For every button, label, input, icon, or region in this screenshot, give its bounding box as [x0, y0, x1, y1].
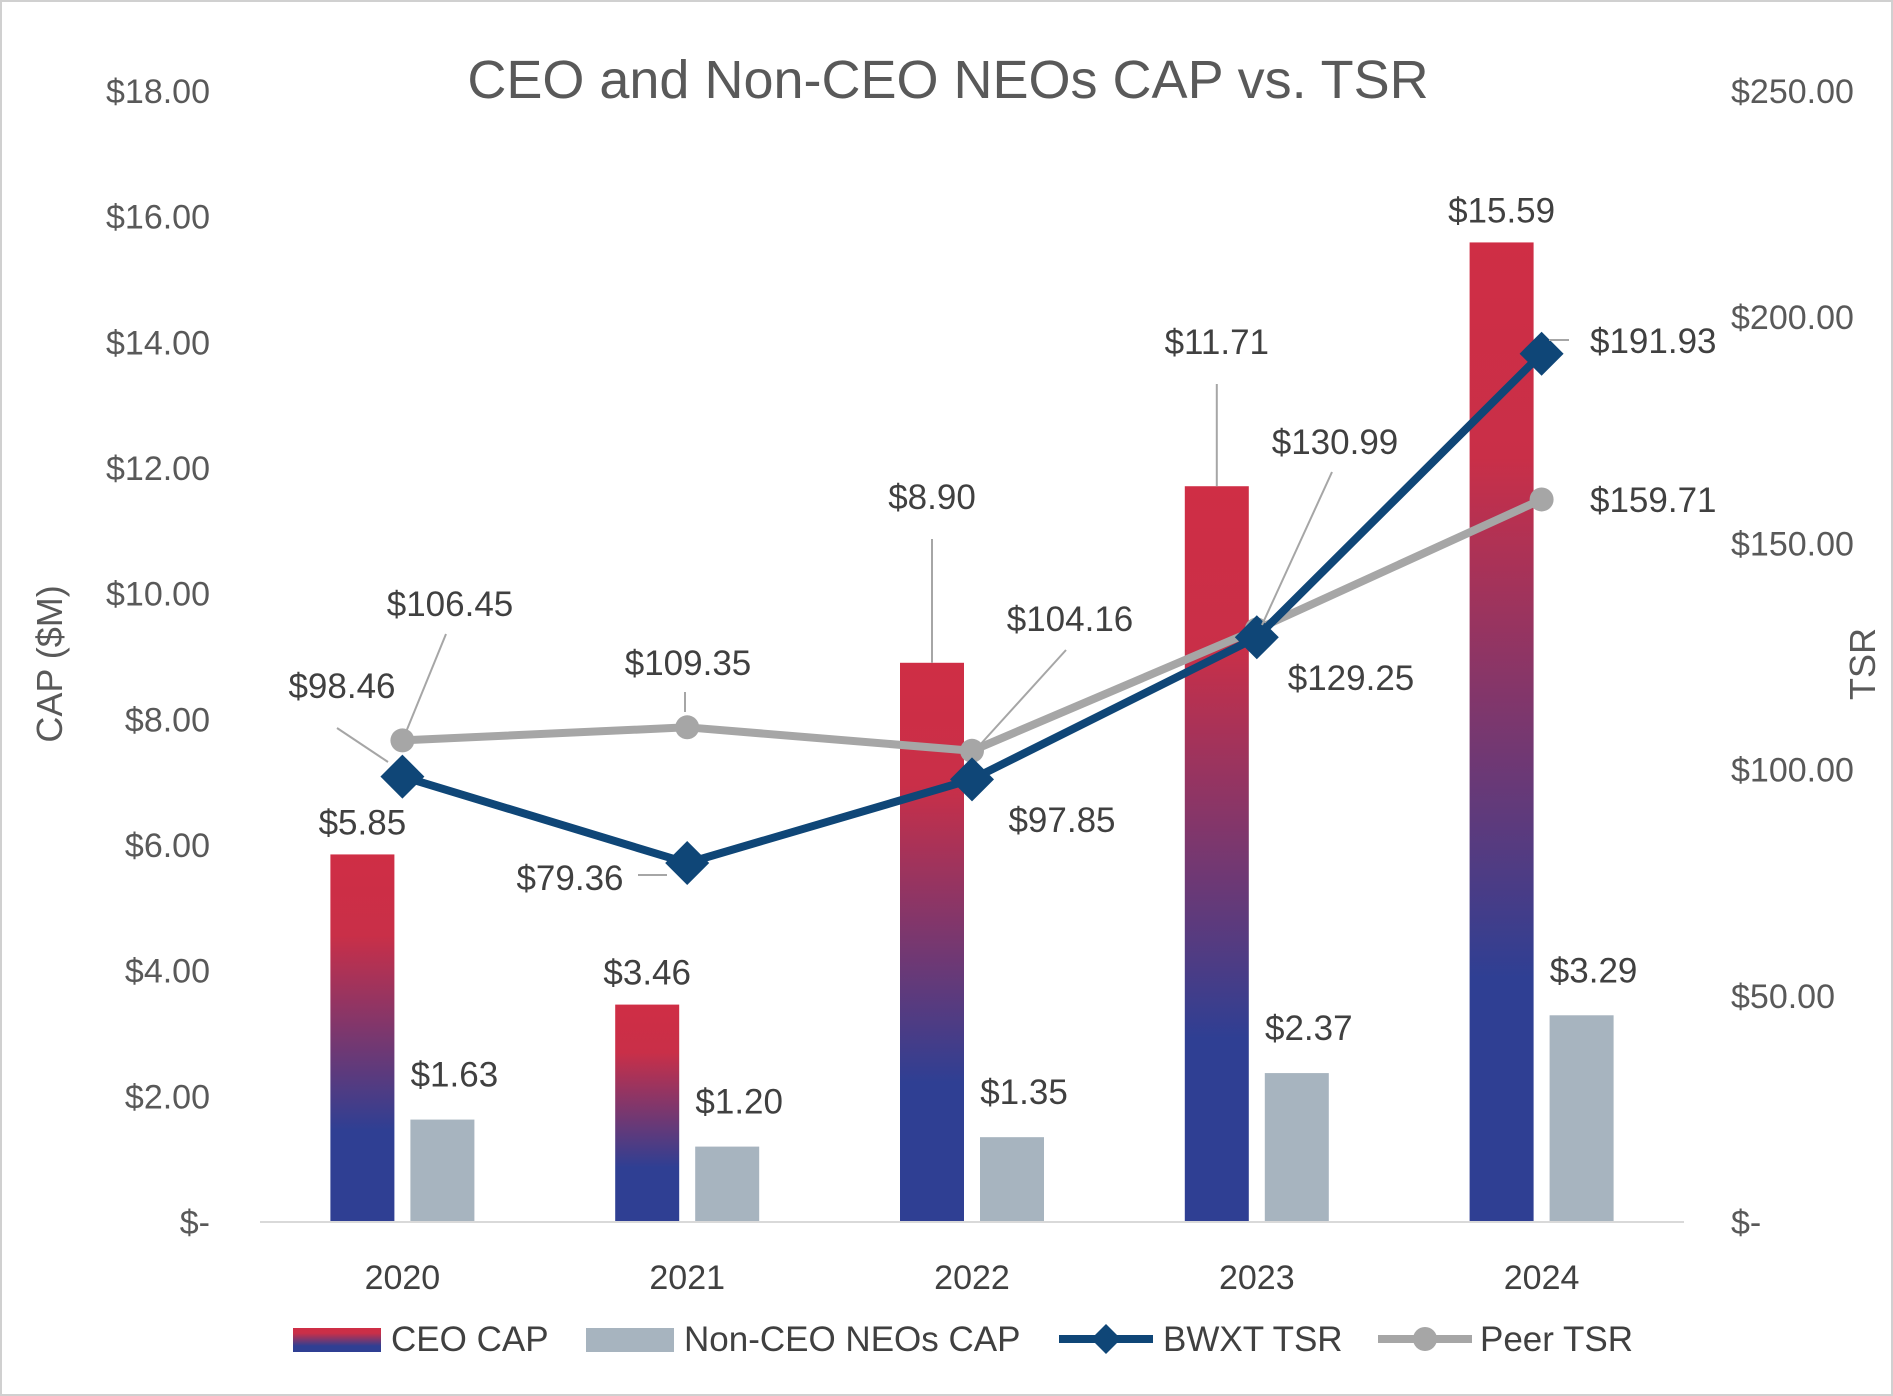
- peer-tsr-label: $130.99: [1272, 423, 1399, 462]
- y-tick-label: $10.00: [106, 576, 210, 614]
- peer-tsr-label: $109.35: [625, 644, 752, 683]
- y-tick-label: $14.00: [106, 324, 210, 362]
- y-axis-title: CAP ($M): [29, 585, 70, 742]
- legend-swatch-non-ceo-cap: [586, 1328, 674, 1352]
- ceo-cap-bar: [615, 1004, 680, 1222]
- y2-tick-label: $250.00: [1731, 73, 1854, 111]
- peer-tsr-point: [390, 728, 415, 753]
- peer-tsr-point: [1529, 487, 1554, 512]
- y-tick-label: $16.00: [106, 199, 210, 237]
- legend-label-ceo-cap: CEO CAP: [391, 1320, 549, 1359]
- y-tick-label: $2.00: [125, 1078, 210, 1116]
- peer-tsr-point: [675, 715, 700, 740]
- non-ceo-cap-label: $3.29: [1550, 951, 1638, 990]
- x-tick-label: 2022: [934, 1259, 1010, 1297]
- peer-tsr-line: [402, 495, 1544, 755]
- x-tick-label: 2024: [1504, 1259, 1580, 1297]
- legend-label-peer-tsr: Peer TSR: [1480, 1320, 1633, 1359]
- ceo-cap-bar: [330, 854, 395, 1222]
- ceo-cap-bar: [900, 662, 964, 1222]
- x-tick-label: 2021: [649, 1259, 725, 1297]
- y-tick-label: $18.00: [106, 73, 210, 111]
- bwxt-tsr-label: $129.25: [1288, 659, 1415, 698]
- y-tick-label: $8.00: [125, 701, 210, 739]
- legend-label-bwxt-tsr: BWXT TSR: [1163, 1320, 1343, 1359]
- bwxt-tsr-point: [950, 757, 994, 802]
- y2-tick-label: $150.00: [1731, 525, 1854, 563]
- bwxt-tsr-leader: [336, 727, 389, 763]
- y-tick-label: $-: [180, 1204, 210, 1242]
- non-ceo-cap-bar: [1264, 1073, 1329, 1222]
- ceo-cap-label: $3.46: [603, 954, 691, 993]
- bwxt-tsr-point: [380, 754, 425, 799]
- legend-swatch-ceo-cap: [293, 1328, 381, 1352]
- y2-tick-label: $200.00: [1731, 299, 1854, 337]
- bwxt-tsr-point: [665, 840, 710, 885]
- peer-tsr-point: [960, 738, 984, 763]
- x-tick-label: 2020: [365, 1259, 441, 1297]
- bwxt-tsr-point: [1519, 331, 1564, 376]
- ceo-cap-bar: [1184, 486, 1249, 1222]
- ceo-cap-label: $8.90: [888, 478, 976, 517]
- ceo-cap-label: $5.85: [319, 803, 407, 842]
- y-tick-label: $6.00: [125, 827, 210, 865]
- peer-tsr-label: $159.71: [1590, 481, 1717, 520]
- non-ceo-cap-label: $1.20: [695, 1083, 783, 1122]
- non-ceo-cap-label: $2.37: [1265, 1009, 1353, 1048]
- x-tick-label: 2023: [1219, 1259, 1295, 1297]
- non-ceo-cap-label: $1.35: [980, 1073, 1068, 1112]
- bwxt-tsr-label: $98.46: [288, 667, 395, 706]
- axes-layer: $- $2.00 $4.00 $6.00 $8.00 $10.00 $12.00 $14.00…: [106, 73, 1854, 1297]
- non-ceo-cap-bar: [1549, 1015, 1614, 1222]
- ceo-cap-label: $11.71: [1165, 323, 1269, 362]
- y-tick-label: $4.00: [125, 953, 210, 991]
- non-ceo-cap-bar: [980, 1137, 1044, 1222]
- y2-axis-title: TSR: [1842, 628, 1883, 700]
- non-ceo-cap-bar: [695, 1146, 760, 1222]
- peer-tsr-leader: [977, 649, 1067, 748]
- y-tick-label: $12.00: [106, 450, 210, 488]
- ceo-cap-bar: [1469, 242, 1534, 1222]
- peer-tsr-leader: [405, 633, 447, 733]
- chart-title: CEO and Non-CEO NEOs CAP vs. TSR: [467, 50, 1428, 110]
- peer-tsr-label: $104.16: [1007, 600, 1134, 639]
- lines-layer: [380, 331, 1564, 885]
- y2-tick-label: $-: [1731, 1204, 1761, 1242]
- peer-tsr-leader: [1261, 471, 1333, 626]
- data-labels-layer: $5.85 $3.46 $8.90 $11.71 $15.59 $1.63 $1.20 $1.…: [288, 191, 1716, 1121]
- non-ceo-cap-label: $1.63: [411, 1056, 499, 1095]
- y2-tick-label: $100.00: [1731, 752, 1854, 790]
- bwxt-tsr-label: $79.36: [516, 859, 623, 898]
- non-ceo-cap-bar: [410, 1119, 475, 1222]
- bwxt-tsr-label: $97.85: [1008, 801, 1115, 840]
- peer-tsr-label: $106.45: [387, 585, 514, 624]
- legend-marker-bwxt-tsr: [1091, 1324, 1121, 1354]
- bwxt-tsr-point: [1234, 615, 1279, 660]
- ceo-cap-label: $15.59: [1448, 191, 1555, 230]
- legend: CEO CAP Non-CEO NEOs CAP BWXT TSR Peer TSR: [293, 1320, 1633, 1359]
- legend-marker-peer-tsr: [1413, 1327, 1437, 1351]
- y2-tick-label: $50.00: [1731, 978, 1835, 1016]
- bwxt-tsr-label: $191.93: [1590, 322, 1717, 361]
- bars-layer: [330, 242, 1614, 1222]
- legend-label-non-ceo-cap: Non-CEO NEOs CAP: [684, 1320, 1020, 1359]
